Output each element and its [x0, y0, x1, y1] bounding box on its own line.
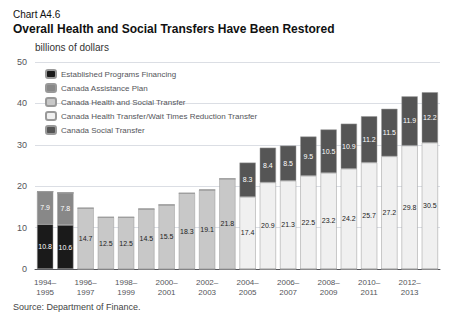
- svg-text:9.5: 9.5: [304, 153, 314, 160]
- svg-text:8.4: 8.4: [263, 162, 273, 169]
- svg-text:2006–: 2006–: [277, 278, 300, 287]
- svg-text:7.9: 7.9: [40, 204, 50, 211]
- svg-text:12.5: 12.5: [119, 240, 133, 247]
- svg-text:2004–: 2004–: [237, 278, 260, 287]
- svg-text:2003: 2003: [198, 288, 216, 297]
- svg-text:23.2: 23.2: [322, 217, 336, 224]
- svg-text:1996–: 1996–: [75, 278, 98, 287]
- svg-text:10.5: 10.5: [322, 148, 336, 155]
- svg-text:14.7: 14.7: [79, 235, 93, 242]
- svg-text:1999: 1999: [117, 288, 135, 297]
- svg-text:29.8: 29.8: [403, 204, 417, 211]
- svg-text:2005: 2005: [239, 288, 257, 297]
- svg-text:11.5: 11.5: [383, 129, 396, 136]
- svg-text:2008–: 2008–: [318, 278, 341, 287]
- svg-text:1997: 1997: [77, 288, 95, 297]
- svg-text:14.5: 14.5: [140, 235, 154, 242]
- svg-text:2012–: 2012–: [399, 278, 422, 287]
- svg-text:2009: 2009: [320, 288, 338, 297]
- svg-text:billions of dollars: billions of dollars: [35, 42, 109, 53]
- svg-text:2007: 2007: [279, 288, 297, 297]
- svg-text:7.8: 7.8: [61, 205, 71, 212]
- svg-text:2013: 2013: [401, 288, 419, 297]
- svg-text:1998–: 1998–: [115, 278, 138, 287]
- svg-text:15.5: 15.5: [160, 233, 174, 240]
- svg-text:21.8: 21.8: [221, 220, 235, 227]
- svg-text:Established Programs Financing: Established Programs Financing: [61, 70, 176, 79]
- svg-text:10.8: 10.8: [38, 243, 52, 250]
- svg-text:Canada Social Transfer: Canada Social Transfer: [61, 126, 145, 135]
- svg-text:20.9: 20.9: [261, 222, 275, 229]
- svg-text:Overall Health and Social Tran: Overall Health and Social Transfers Have…: [13, 22, 334, 36]
- svg-text:18.3: 18.3: [180, 228, 194, 235]
- svg-text:2002–: 2002–: [196, 278, 219, 287]
- svg-text:11.2: 11.2: [363, 136, 376, 143]
- svg-text:1994–: 1994–: [34, 278, 57, 287]
- svg-text:2010–: 2010–: [358, 278, 381, 287]
- svg-text:24.2: 24.2: [342, 215, 356, 222]
- svg-text:19.1: 19.1: [200, 226, 214, 233]
- svg-text:27.2: 27.2: [383, 209, 397, 216]
- svg-text:Chart A4.6: Chart A4.6: [13, 9, 61, 20]
- svg-text:30.5: 30.5: [423, 202, 437, 209]
- svg-text:Canada Assistance Plan: Canada Assistance Plan: [61, 84, 148, 93]
- svg-text:22.5: 22.5: [302, 219, 316, 226]
- svg-text:1995: 1995: [36, 288, 54, 297]
- svg-text:17.4: 17.4: [241, 229, 255, 236]
- svg-text:10.6: 10.6: [59, 244, 73, 251]
- svg-text:8.3: 8.3: [243, 176, 253, 183]
- svg-text:Canada Health Transfer/Wait Ti: Canada Health Transfer/Wait Times Reduct…: [61, 112, 258, 121]
- svg-text:20: 20: [17, 181, 27, 191]
- svg-text:10.9: 10.9: [342, 143, 356, 150]
- svg-text:25.7: 25.7: [362, 212, 376, 219]
- svg-text:8.5: 8.5: [283, 160, 293, 167]
- svg-text:30: 30: [17, 140, 27, 150]
- svg-text:40: 40: [17, 98, 27, 108]
- svg-text:2011: 2011: [361, 288, 379, 297]
- svg-text:12.2: 12.2: [423, 114, 437, 121]
- svg-text:10: 10: [17, 223, 27, 233]
- svg-text:2000–: 2000–: [156, 278, 179, 287]
- svg-text:2001: 2001: [158, 288, 176, 297]
- svg-text:Source: Department of Finance.: Source: Department of Finance.: [13, 302, 141, 312]
- svg-text:12.5: 12.5: [99, 240, 113, 247]
- svg-text:50: 50: [17, 57, 27, 67]
- svg-text:21.3: 21.3: [281, 221, 295, 228]
- svg-text:0: 0: [22, 264, 27, 274]
- svg-text:11.9: 11.9: [403, 117, 416, 124]
- svg-text:Canada Health and Social Trans: Canada Health and Social Transfer: [61, 98, 186, 107]
